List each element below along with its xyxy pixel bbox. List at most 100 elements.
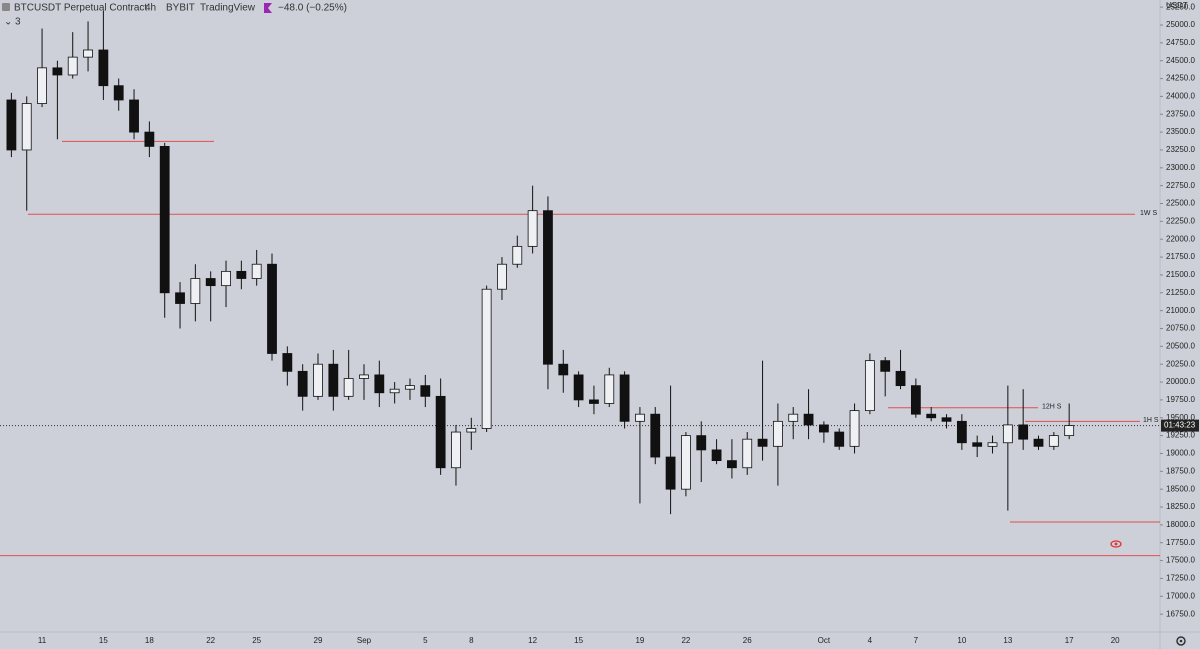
interval: 4h xyxy=(145,3,156,14)
candle-body xyxy=(972,442,983,447)
y-tick-label: 19750.0 xyxy=(1166,395,1195,404)
candle-body xyxy=(374,374,385,394)
candle-body xyxy=(359,374,369,379)
candle-body xyxy=(144,131,155,147)
level-label: 1W S xyxy=(1140,210,1157,217)
y-tick-label: 23250.0 xyxy=(1166,145,1195,154)
candle-body xyxy=(159,145,170,294)
candle-body xyxy=(512,245,523,265)
y-tick-label: 18750.0 xyxy=(1166,466,1195,475)
x-tick-label: Sep xyxy=(357,636,372,645)
candle-body xyxy=(21,103,32,151)
settings-icon[interactable] xyxy=(1176,636,1186,646)
candle-body xyxy=(83,49,93,58)
gear xyxy=(1176,636,1186,646)
y-tick-label: 24500.0 xyxy=(1166,56,1195,65)
y-tick-label: 22750.0 xyxy=(1166,181,1195,190)
candle-body xyxy=(6,99,17,151)
y-tick-label: 21000.0 xyxy=(1166,306,1195,315)
candle-body xyxy=(343,378,354,397)
candle-body xyxy=(696,435,707,451)
symbol: BTCUSDT Perpetual Contract xyxy=(14,3,147,14)
y-tick-label: 25250.0 xyxy=(1166,2,1195,11)
candle-body xyxy=(98,49,109,87)
y-tick-label: 24000.0 xyxy=(1166,92,1195,101)
eye-outline xyxy=(1110,540,1122,548)
x-tick-label: 4 xyxy=(868,636,873,645)
candle-body xyxy=(466,428,477,433)
countdown-box xyxy=(1161,419,1199,432)
y-tick-label: 21500.0 xyxy=(1166,270,1195,279)
x-tick-label: Oct xyxy=(818,636,831,645)
x-tick-label: 15 xyxy=(574,636,583,645)
y-tick-label: 23000.0 xyxy=(1166,163,1195,172)
candle-body xyxy=(910,385,921,415)
candle-body xyxy=(543,210,553,365)
y-tick-label: 17000.0 xyxy=(1166,591,1195,600)
candle-body xyxy=(849,410,860,447)
candle-body xyxy=(1048,435,1059,447)
exchange: BYBIT xyxy=(166,3,195,14)
candle-body xyxy=(1064,425,1075,437)
candle-body xyxy=(221,270,231,287)
source: TradingView xyxy=(200,3,256,14)
candle-body xyxy=(52,67,63,76)
y-tick-label: 17500.0 xyxy=(1166,556,1195,565)
y-tick-label: 17750.0 xyxy=(1166,538,1195,547)
x-tick-label: 17 xyxy=(1065,636,1074,645)
countdown: 01:43:23 xyxy=(1164,421,1196,430)
x-tick-label: 7 xyxy=(914,636,919,645)
indicator-toggle[interactable]: ⌄ xyxy=(4,17,12,28)
candle-body xyxy=(573,374,584,401)
x-tick-label: 19 xyxy=(635,636,644,645)
y-tick-label: 18250.0 xyxy=(1166,502,1195,511)
visibility-icon[interactable] xyxy=(1110,540,1122,548)
y-tick-label: 19500.0 xyxy=(1166,413,1195,422)
candle-body xyxy=(773,420,783,447)
y-tick-label: 17250.0 xyxy=(1166,574,1195,583)
y-tick-label: 18500.0 xyxy=(1166,484,1195,493)
candle-body xyxy=(635,413,645,422)
candle-body xyxy=(742,438,753,469)
level-label: 1H S xyxy=(1143,417,1159,424)
y-tick-label: 20000.0 xyxy=(1166,377,1195,386)
candle-body xyxy=(190,278,201,304)
candle-body xyxy=(941,417,952,422)
candle-body xyxy=(37,67,47,104)
status-icon xyxy=(264,3,272,13)
candle-body xyxy=(527,210,538,247)
x-tick-label: 18 xyxy=(145,636,154,645)
x-tick-label: 10 xyxy=(957,636,966,645)
candle-body xyxy=(834,431,845,447)
y-tick-label: 21750.0 xyxy=(1166,252,1195,261)
y-tick-label: 20500.0 xyxy=(1166,341,1195,350)
candle-body xyxy=(665,456,676,490)
candle-body xyxy=(405,385,415,390)
candle-body xyxy=(803,413,814,426)
candle-body xyxy=(956,420,967,444)
candle-body xyxy=(1033,438,1044,447)
candle-body xyxy=(681,435,691,490)
x-tick-label: 15 xyxy=(99,636,108,645)
candle-body xyxy=(987,442,998,447)
currency: USDT xyxy=(1166,1,1188,10)
candle-body xyxy=(129,99,139,133)
candle-body xyxy=(297,370,308,397)
candle-body xyxy=(558,363,569,376)
indicator-count[interactable]: 3 xyxy=(15,17,21,28)
eye-pupil xyxy=(1114,542,1118,546)
candle-body xyxy=(236,270,247,279)
x-tick-label: 12 xyxy=(528,636,537,645)
candle-body xyxy=(389,388,400,394)
gear-center xyxy=(1179,639,1183,643)
candle-body xyxy=(650,413,661,458)
y-tick-label: 24750.0 xyxy=(1166,38,1195,47)
y-tick-label: 22500.0 xyxy=(1166,199,1195,208)
x-tick-label: 5 xyxy=(423,636,428,645)
x-tick-label: 22 xyxy=(681,636,690,645)
candle-body xyxy=(818,424,829,433)
x-tick-label: 25 xyxy=(252,636,261,645)
candle-body xyxy=(727,460,737,469)
y-tick-label: 20750.0 xyxy=(1166,324,1195,333)
